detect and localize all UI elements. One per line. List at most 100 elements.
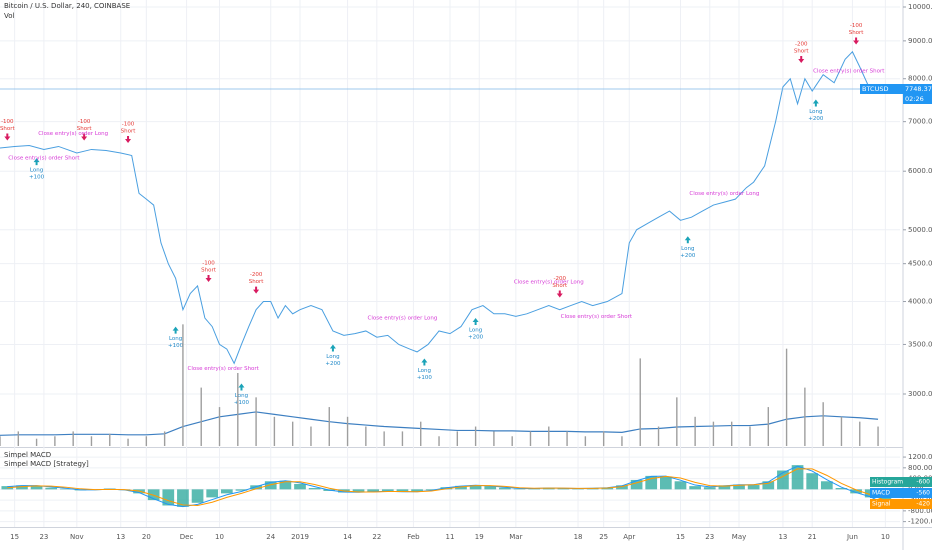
signal-side: Long [169, 336, 182, 342]
macd-line [7, 465, 886, 508]
signal-arrow [421, 358, 428, 366]
x-tick-label: 21 [808, 533, 817, 541]
signal-side: Long [809, 109, 822, 115]
histogram-bar [850, 489, 862, 494]
x-tick-label: 14 [343, 533, 352, 541]
signal-side: Long [469, 328, 482, 334]
histogram-bar [469, 485, 482, 490]
symbol-tag-label: BTCUSD [862, 85, 888, 93]
signal-side: Short [201, 268, 217, 274]
signal-qty: +100 [29, 175, 45, 181]
histogram-bar [177, 489, 189, 507]
histogram-bar [250, 485, 262, 490]
y-tick-label: 10000.00 [908, 3, 932, 11]
histogram-bar [220, 489, 233, 494]
macd-line [7, 468, 886, 506]
signal-qty: +200 [325, 361, 341, 367]
x-tick-label: 18 [574, 533, 583, 541]
x-tick-label: 20 [142, 533, 151, 541]
x-tick-label: 25 [599, 533, 608, 541]
series-tag-name: MACD [872, 490, 890, 497]
histogram-bar [396, 489, 409, 493]
signal-side: Short [0, 126, 16, 132]
histogram-bar [616, 485, 628, 490]
signal-side: Long [418, 368, 431, 374]
y-tick-label: 6000.00 [908, 167, 932, 175]
y-tick-label: 4000.00 [908, 298, 932, 306]
signal-side: Long [235, 393, 248, 399]
x-tick-label: 10 [215, 533, 224, 541]
x-tick-label: 10 [881, 533, 890, 541]
signal-arrow [684, 236, 691, 244]
y-tick-label: 3000.00 [908, 390, 932, 398]
time-tag-label: 02:26 [905, 95, 924, 103]
signal-side: Long [326, 354, 339, 360]
histogram-bar [660, 476, 672, 490]
series-tag [870, 488, 932, 498]
histogram-bar [572, 488, 584, 490]
histogram-bar [45, 487, 58, 490]
order-note: Close entry(s) order Long [367, 316, 437, 322]
signal-side: Short [794, 49, 810, 55]
signal-qty: -100 [850, 23, 863, 29]
signal-arrow [81, 133, 88, 141]
x-tick-label: 15 [10, 533, 19, 541]
x-tick-label: Feb [407, 533, 420, 541]
y-tick-label: -800.00 [908, 507, 932, 515]
histogram-bar [30, 485, 43, 490]
series-tag-value: -420 [916, 501, 930, 508]
order-note: Close entry(s) order Long [689, 191, 759, 197]
signal-arrow [172, 326, 179, 334]
y-tick-label: 1200.00 [908, 453, 932, 461]
signal-qty: -100 [1, 119, 14, 125]
signal-qty: -200 [250, 272, 263, 278]
x-tick-label: May [732, 533, 746, 541]
order-note: Close entry(s) order Short [187, 366, 259, 372]
signal-arrow [33, 158, 40, 166]
signal-arrow [798, 56, 805, 64]
histogram-bar [484, 486, 497, 490]
x-tick-label: 13 [116, 533, 125, 541]
histogram-bar [630, 479, 643, 490]
histogram-bar [791, 465, 804, 490]
histogram-bar [689, 486, 701, 490]
order-note: Close entry(s) order Long [514, 280, 584, 286]
y-tick-label: 9000.00 [908, 37, 932, 45]
y-tick-label: 8000.00 [908, 75, 932, 83]
signal-side: Short [77, 126, 93, 132]
order-note: Close entry(s) order Long [38, 131, 108, 137]
signal-qty: -100 [78, 119, 91, 125]
histogram-bar [60, 488, 72, 490]
signal-arrow [329, 344, 336, 352]
y-tick-label: 800.00 [908, 464, 932, 472]
y-tick-label: 7000.00 [908, 118, 932, 126]
x-tick-label: Nov [70, 533, 84, 541]
histogram-bar [308, 488, 321, 490]
signal-qty: +200 [468, 335, 484, 341]
signal-qty: -100 [202, 261, 215, 267]
histogram-bar [455, 485, 467, 490]
order-note: Close entry(s) order Short [8, 156, 80, 162]
order-note: Close entry(s) order Short [813, 68, 885, 74]
signal-qty: -200 [795, 42, 808, 48]
series-tag [870, 499, 932, 509]
histogram-bar [762, 481, 775, 490]
series-tag-value: -600 [916, 479, 930, 486]
series-tag-name: Signal [872, 501, 891, 508]
histogram-bar [264, 481, 277, 490]
histogram-bar [733, 484, 745, 490]
signal-side: Short [249, 279, 265, 285]
histogram-bar [352, 489, 365, 493]
price-tag-label: 7748.37 [905, 85, 932, 93]
signal-side: Short [552, 283, 568, 289]
signal-qty: -100 [122, 122, 135, 128]
series-tag-value: -560 [916, 490, 930, 497]
y-tick-label: 5000.00 [908, 226, 932, 234]
signal-qty: +100 [234, 400, 250, 406]
histogram-bar [162, 489, 175, 506]
signal-side: Long [30, 168, 43, 174]
signal-arrow [853, 37, 860, 45]
histogram-bar [279, 480, 292, 490]
signal-qty: +100 [168, 343, 184, 349]
